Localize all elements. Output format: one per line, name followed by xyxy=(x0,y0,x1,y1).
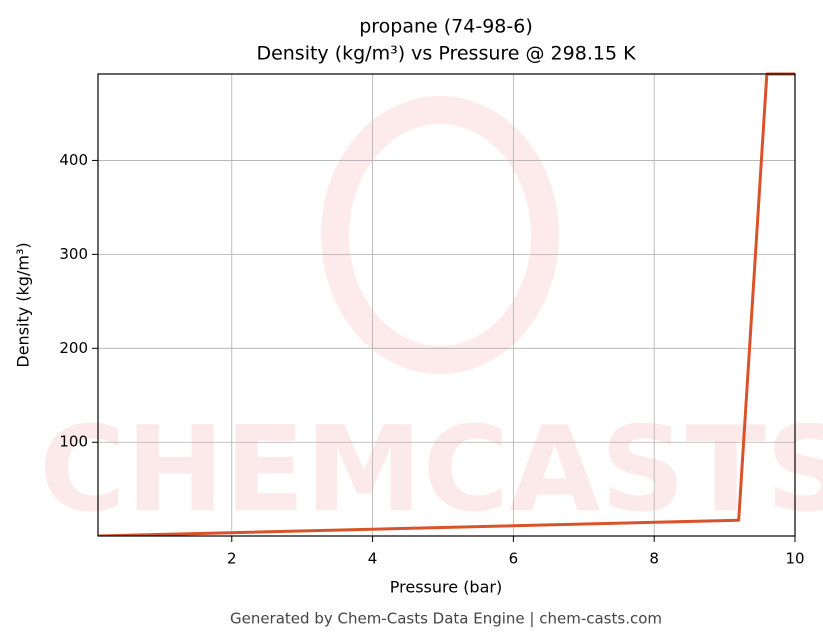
watermark: CHEMCASTS xyxy=(39,96,823,538)
watermark-text: CHEMCASTS xyxy=(39,400,823,538)
y-tick-label: 300 xyxy=(59,245,88,263)
y-tick-label: 400 xyxy=(59,151,88,169)
y-tick-label: 200 xyxy=(59,339,88,357)
x-tick-label: 6 xyxy=(509,550,519,568)
x-axis-label: Pressure (bar) xyxy=(390,578,502,597)
chart-subtitle: Density (kg/m³) vs Pressure @ 298.15 K xyxy=(256,43,636,65)
x-tick-label: 8 xyxy=(649,550,659,568)
y-axis-label: Density (kg/m³) xyxy=(14,242,33,367)
footer: Generated by Chem-Casts Data Engine | ch… xyxy=(230,610,662,628)
y-tick-label: 100 xyxy=(59,433,88,451)
x-tick-label: 10 xyxy=(785,550,804,568)
chart-title: propane (74-98-6) xyxy=(359,16,533,38)
watermark-logo xyxy=(321,96,559,374)
x-tick-label: 2 xyxy=(227,550,237,568)
x-tick-label: 4 xyxy=(368,550,378,568)
plot-frame xyxy=(97,73,796,537)
